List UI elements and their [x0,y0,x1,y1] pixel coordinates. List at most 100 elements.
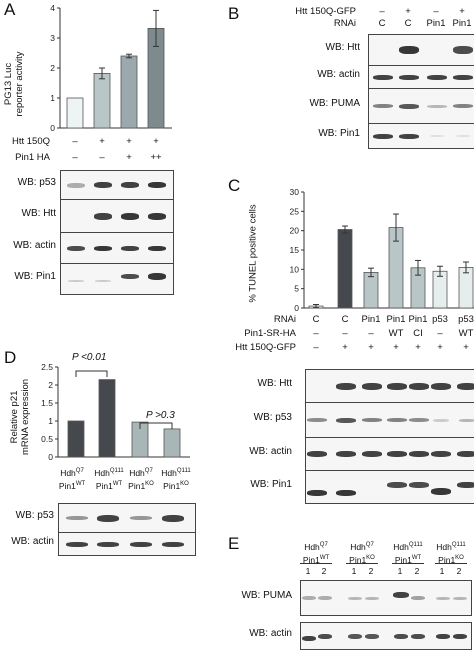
panel_a-row-mark: ++ [150,152,162,163]
blot-band [148,212,166,220]
pin1-superscript: WT [319,554,330,561]
lane-number: 1 [397,566,403,576]
genotype-hdh: HdhQ111 [386,540,430,553]
panel_b-blot-image [368,123,474,149]
panel_e-genotype-group: HdhQ111 Pin1WT [386,540,430,566]
panel_b-row-mark: + [459,6,465,17]
panel_c-blot-image [305,437,474,471]
blot-band [162,541,184,547]
pin1-superscript: WT [75,480,86,487]
blot-band [411,633,425,639]
hdh-text: Hdh [129,467,145,478]
lane-number: 1 [351,566,357,576]
blot-band [436,596,450,600]
panel_a-row-mark: + [99,136,105,147]
blot-band [433,418,449,422]
blot-band [94,212,112,220]
y-tick-label: 0 [50,123,55,133]
panel-d-ylabel: Relative p21 mRNA expression [8,370,32,460]
panel_c-blot-image [305,402,474,438]
panel_e-blot-image [300,580,472,616]
blot-band [373,74,393,80]
group-underline [300,563,332,564]
y-tick-label: 4 [50,3,55,13]
panel_c-row-mark: – [368,328,374,339]
blot-band [393,592,409,598]
y-tick-label: 2.5 [41,362,53,372]
panel_b-blot-image [368,65,474,89]
blot-band [409,451,429,457]
bar [120,55,138,129]
blot-band [307,451,327,457]
genotype-pin1: Pin1WT [386,553,430,566]
blot-band [94,245,112,251]
pin1-superscript: WT [112,480,123,487]
panel-c-bar-chart: 0 5 10 15 20 25 30 [290,187,474,312]
blot-band [121,212,139,220]
pin1-superscript: KO [366,554,375,561]
lane-number: 1 [439,566,445,576]
panel_c-row-mark: + [415,342,421,353]
pin1-superscript: KO [455,554,464,561]
y-tick-label: 15 [290,245,300,255]
hdh-text: Hdh [304,541,320,552]
panel_c-row-mark: + [463,342,469,353]
genotype-hdh: HdhQ111 [90,466,128,479]
y-tick-label: 30 [290,187,300,197]
blot-band [387,451,407,457]
panel_e-blot-label: WB: actin [249,628,292,639]
blot-band [67,182,85,188]
error-bar [153,9,159,47]
y-tick-label: 1.5 [41,398,53,408]
panel_c-blot-label: WB: actin [249,446,292,457]
y-tick-label: 3 [50,33,55,43]
bar [98,379,116,458]
hdh-text: Hdh [350,541,366,552]
genotype-pin1: Pin1WT [90,479,128,492]
panel_b-row-mark: – [379,6,385,17]
pin1-text: Pin1 [349,554,367,565]
blot-band [148,245,166,251]
panel-label-a: A [4,0,16,19]
blot-band [148,182,166,188]
blot-band [121,273,139,279]
blot-band [456,135,470,137]
panel_a-blot-image [60,199,174,233]
blot-band [307,490,327,496]
panel_c-row-mark: WT [388,328,404,339]
blot-band [453,74,473,80]
panel-a-ylabel-line1: PG13 Luc [3,62,14,106]
blot-band [453,46,473,54]
blot-band [67,245,85,251]
panel_a-row-mark: + [153,136,159,147]
genotype-hdh: HdhQ7 [122,466,160,479]
panel-d-ylabel-line2: mRNA expression [20,378,31,456]
panel_c-row-mark: Pin1 [408,314,428,325]
blot-band [66,516,88,520]
genotype-pin1: Pin1WT [294,553,338,566]
blot-band [457,451,474,457]
error-bar [393,213,399,242]
blot-band [431,451,451,457]
panel_c-row-mark: C [341,314,349,325]
error-bar [313,304,319,309]
blot-band [66,541,88,547]
panel_d-blot-image [58,503,196,533]
bar [66,97,84,129]
panel_d-blot-label: WB: actin [11,536,54,547]
blot-band [409,382,429,390]
blot-band [409,482,429,488]
blot-band [362,382,382,390]
blot-band [431,382,451,390]
blot-band [453,104,473,108]
blot-band [94,182,112,188]
panel_c-blot-label: WB: p53 [253,412,292,423]
blot-band [457,482,474,488]
panel_c-row-label: RNAi [273,314,296,325]
panel_c-row-mark: + [393,342,399,353]
y-tick-label: 20 [290,226,300,236]
blot-band [387,418,407,422]
panel_c-blot-label: WB: Pin1 [250,479,292,490]
y-tick-label: 25 [290,206,300,216]
hdh-superscript: Q7 [75,468,84,474]
